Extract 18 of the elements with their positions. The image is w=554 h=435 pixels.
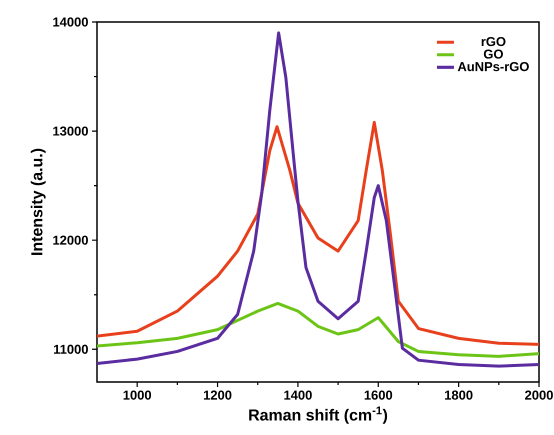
y-tick-label: 14000: [53, 17, 88, 27]
line-series: [97, 120, 540, 346]
legend-label: AuNPs-rGO: [458, 62, 529, 72]
x-tick-label: 1600: [364, 390, 392, 400]
y-tick-label: 12000: [53, 236, 88, 245]
x-tick-label: 1200: [204, 390, 232, 400]
y-axis-title: Intensity (a.u.): [30, 148, 46, 255]
x-tick-label: 1400: [284, 390, 312, 400]
x-tick-label: 1000: [124, 390, 152, 400]
y-tick-label: 11000: [54, 344, 88, 354]
legend-label: GO: [484, 50, 503, 59]
line-series: [97, 302, 540, 358]
x-axis-title: Raman shift (cm$^{-1}$): [249, 406, 388, 424]
legend-label: rGO: [482, 36, 506, 46]
x-tick-label: 1800: [445, 390, 473, 400]
line-series: [97, 31, 540, 368]
y-tick-label: 13000: [53, 126, 88, 136]
x-tick-label: 2000: [525, 390, 553, 400]
